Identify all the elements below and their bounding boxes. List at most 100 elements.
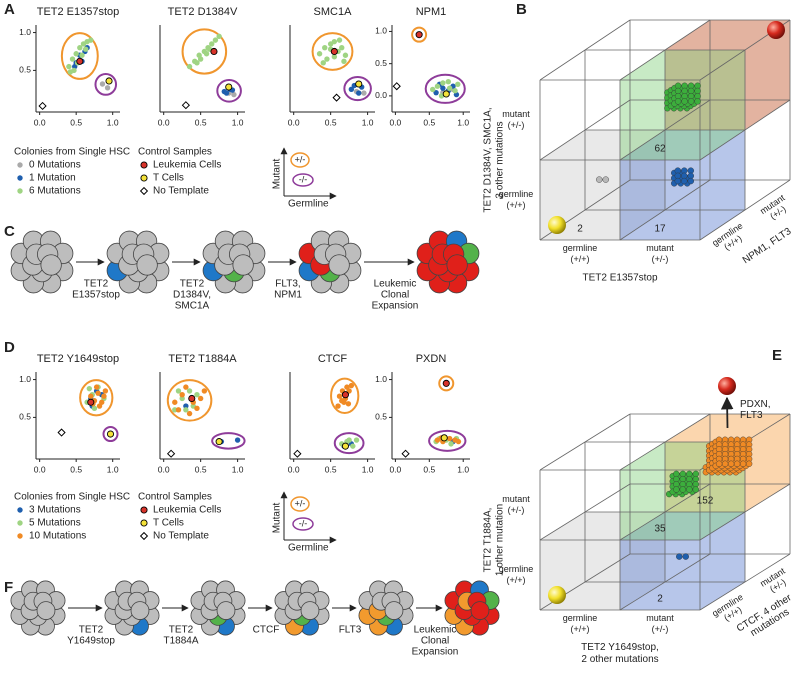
marker-point: [429, 86, 436, 93]
marker-diamond: [139, 186, 149, 196]
x-tick-label: 0.5: [195, 464, 207, 474]
marker-point: [86, 385, 93, 392]
marker-point: [350, 443, 356, 449]
colony-sphere: [687, 177, 694, 185]
marker-point: [341, 391, 349, 399]
key-label: Mutant: [272, 158, 283, 189]
x-tick-label: 0.0: [34, 464, 46, 474]
marker-point: [175, 407, 182, 413]
y-tick-label: 0.5: [19, 412, 31, 422]
marker-point: [336, 393, 343, 399]
marker-point: [216, 33, 222, 40]
colony-sphere: [694, 98, 701, 105]
marker-point: [442, 90, 450, 98]
cluster-outline: [60, 32, 99, 80]
colony-count: 2: [657, 594, 663, 605]
marker-point: [140, 519, 148, 527]
marker-point: [172, 399, 178, 405]
legend-title: Control Samples: [138, 147, 212, 158]
marker-point: [356, 90, 362, 96]
marker-point: [455, 438, 462, 445]
marker-point: [345, 401, 352, 407]
cube-face: [620, 50, 745, 80]
marker-point: [77, 44, 83, 51]
marker-point: [440, 80, 446, 86]
marker-point: [440, 434, 448, 442]
key-label: Mutant: [272, 502, 283, 533]
step-label: T1884A: [163, 636, 198, 647]
axis-label-group: germline(+/+): [499, 564, 534, 585]
marker-point: [194, 391, 200, 398]
axis-title: TET2 T1884A,: [483, 508, 494, 573]
step-label: NPM1: [274, 290, 302, 301]
colony-sphere: [721, 460, 729, 467]
marker-point: [212, 37, 219, 43]
axis-label: (+/-): [652, 624, 669, 634]
marker-point: [96, 403, 103, 409]
marker-point: [102, 388, 109, 394]
cell: [446, 254, 468, 276]
cluster-outline: [79, 379, 114, 417]
key-hom-label: -/-: [299, 174, 308, 184]
cell: [470, 601, 490, 620]
marker-point: [433, 89, 439, 96]
x-tick-label: 0.0: [288, 117, 300, 127]
colony-count: 17: [654, 224, 666, 235]
axis-label-group: mutant(+/-): [646, 613, 674, 634]
cell: [328, 254, 350, 276]
cube-face: [700, 50, 745, 160]
chart-title: NPM1: [416, 6, 447, 18]
cell: [300, 601, 320, 620]
step-label: FLT3,: [275, 279, 300, 290]
marker-point: [93, 384, 100, 390]
legend-label: 0 Mutations: [29, 160, 81, 171]
y-tick-label: 1.0: [375, 374, 387, 384]
x-tick-label: 0.0: [158, 117, 170, 127]
colony-sphere: [692, 486, 700, 493]
step-label: E1357stop: [72, 290, 120, 301]
marker-point: [320, 60, 326, 66]
axis-title-group: TET2 Y1649stop,2 other mutations: [581, 642, 659, 665]
key-het: [290, 496, 310, 512]
x-tick-label: 1.0: [457, 117, 469, 127]
x-tick-label: 0.5: [423, 117, 435, 127]
marker-point: [79, 52, 85, 58]
colony-sphere: [681, 177, 688, 185]
panel-label: C: [4, 223, 15, 240]
axis-title-group: TET2 E1357stop: [582, 273, 657, 284]
colony-sphere: [682, 553, 689, 560]
x-tick-label: 0.0: [34, 117, 46, 127]
marker-point: [452, 88, 458, 94]
axis-title-group: TET2 D1384V, SMC1A, 3 other mutations: [483, 107, 506, 212]
marker-point: [415, 31, 423, 39]
colony-sphere: [674, 98, 682, 105]
marker-point: [186, 410, 193, 417]
step-label: Clonal: [381, 290, 409, 301]
cluster-outline: [94, 72, 118, 96]
key-label-group: Mutant: [272, 502, 283, 533]
colony-count: 2: [577, 224, 583, 235]
marker-point: [197, 395, 204, 402]
marker-point: [434, 437, 441, 443]
legend-label: No Template: [153, 186, 209, 197]
marker-point: [179, 391, 185, 398]
colony-sphere: [745, 460, 753, 467]
marker-point: [316, 51, 323, 57]
x-tick-label: 0.5: [325, 464, 337, 474]
marker-point: [95, 390, 101, 396]
panel-label: E: [772, 347, 782, 364]
x-tick-label: 0.0: [288, 464, 300, 474]
marker-point: [434, 83, 441, 89]
cluster-outline: [333, 432, 365, 455]
legend-label: 5 Mutations: [29, 518, 81, 529]
cluster-outline: [438, 375, 455, 392]
marker-point: [76, 57, 84, 65]
marker-point: [172, 407, 178, 413]
step-label: Expansion: [412, 647, 459, 658]
marker-point: [73, 51, 79, 57]
marker-point: [225, 83, 233, 91]
step-label: Clonal: [421, 636, 449, 647]
marker-point: [215, 438, 223, 446]
legend-title: Colonies from Single HSC: [14, 492, 130, 503]
x-tick-label: 0.5: [195, 117, 207, 127]
